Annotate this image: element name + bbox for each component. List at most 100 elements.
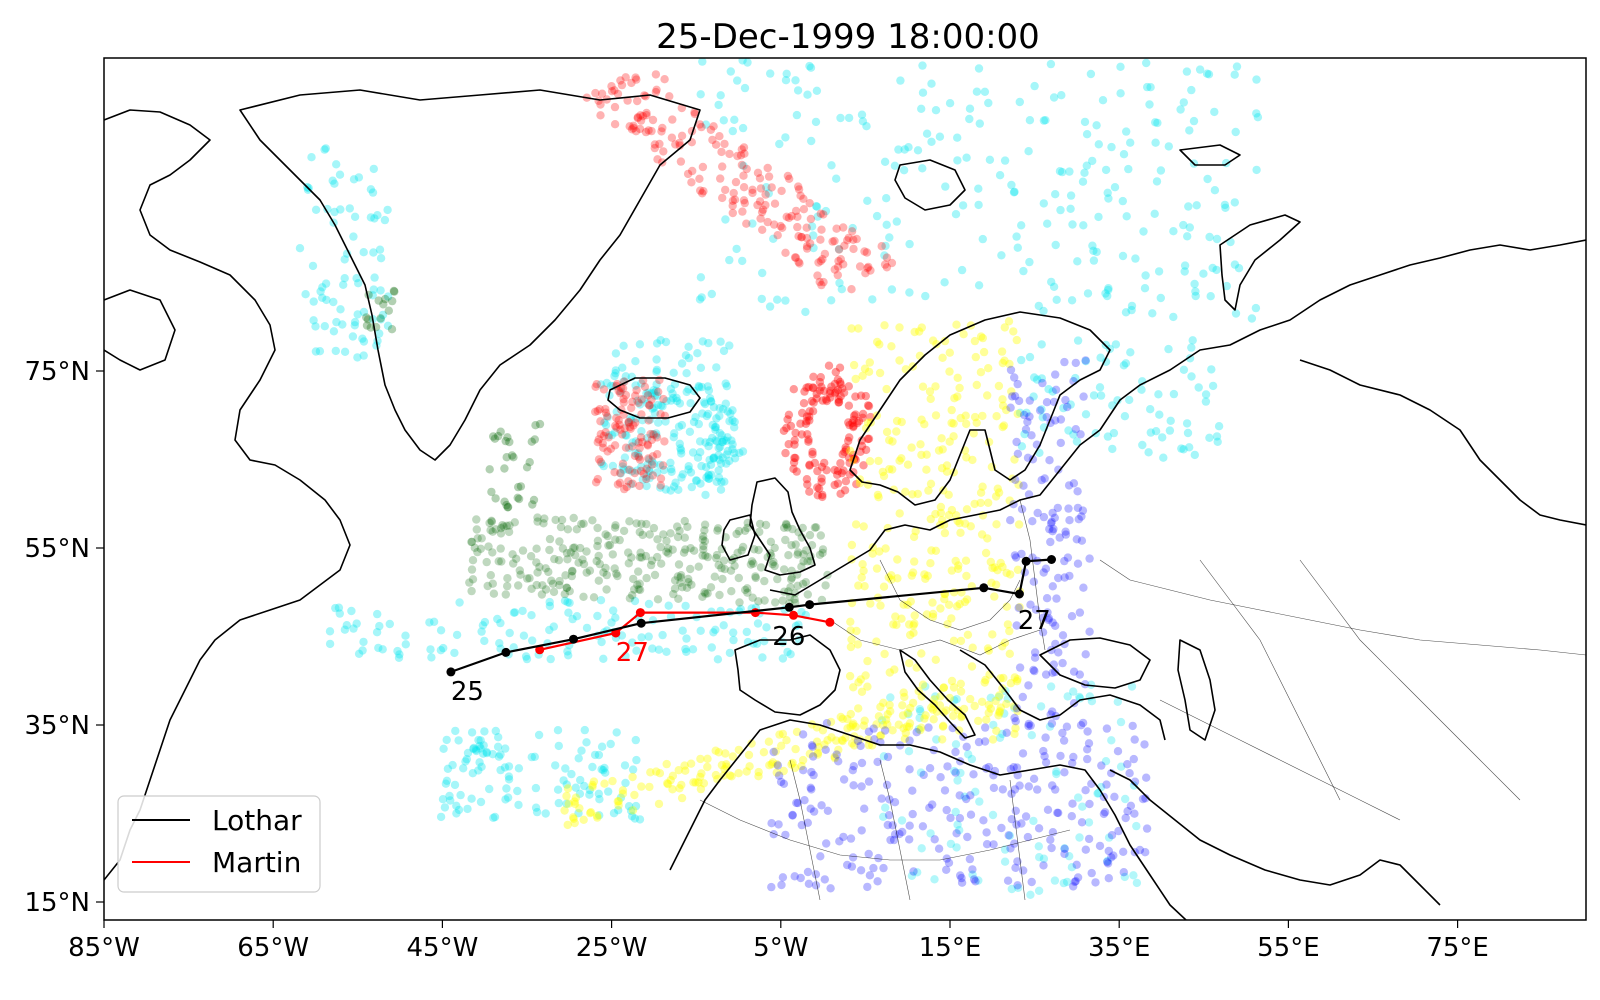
trajectory-point [803,590,812,599]
trajectory-point [994,381,1004,391]
trajectory-point [932,340,941,349]
trajectory-point [626,479,636,489]
trajectory-point [325,627,335,636]
trajectory-point [440,803,450,812]
trajectory-point [663,779,672,788]
trajectory-point [737,145,746,154]
trajectory-point [824,361,834,370]
coast-ireland [721,514,756,561]
trajectory-point [652,386,661,396]
trajectory-point [1069,687,1078,696]
trajectory-point [711,770,721,780]
trajectory-point [1082,130,1092,139]
trajectory-point [826,386,835,395]
trajectory-point [570,543,579,552]
trajectory-point [953,820,962,829]
trajectory-point [596,430,605,439]
trajectory-point [366,185,376,194]
trajectory-point [905,821,914,830]
trajectory-point [945,348,954,357]
trajectory-point [756,184,766,193]
trajectory-point [991,580,1001,589]
trajectory-point [812,202,821,211]
trajectory-point [707,643,716,652]
trajectory-point [1027,431,1036,440]
trajectory-point [984,98,993,108]
trajectory-point [936,773,945,782]
trajectory-point [1067,612,1077,621]
trajectory-point [836,380,845,389]
trajectory-point [725,417,734,426]
trajectory-point [1121,813,1130,823]
trajectory-point [732,244,741,254]
trajectory-point [1096,353,1105,362]
trajectory-point [518,546,528,555]
trajectory-point [601,428,610,437]
trajectory-point [935,132,945,141]
trajectory-point [877,716,887,725]
trajectory-point [962,794,971,804]
trajectory-point [335,170,345,179]
trajectory-point [1042,398,1052,407]
x-axis: 85°W 65°W 45°W 25°W 5°W 15°E 35°E 55°E 75°E [68,920,1489,963]
trajectory-point [722,450,731,459]
trajectory-point [560,596,570,605]
trajectory-point [894,720,903,729]
trajectory-point [991,492,1001,501]
trajectory-point [816,531,825,540]
trajectory-point [876,702,885,712]
trajectory-point [366,213,376,222]
trajectory-point [1023,417,1032,426]
trajectory-point [641,127,651,137]
trajectory-point [597,459,607,468]
trajectory-point [571,793,581,802]
trajectory-point [704,474,713,483]
trajectory-point [1063,402,1072,412]
trajectory-point [770,220,779,229]
trajectory-point [755,174,765,183]
trajectory-point [1179,365,1189,374]
trajectory-point [995,733,1005,742]
trajectory-point [611,369,620,378]
trajectory-point [778,873,788,882]
trajectory-point [1033,785,1042,794]
trajectory-point [502,784,511,793]
trajectory-point [1081,357,1091,366]
trajectory-point [947,405,956,415]
trajectory-point [1034,886,1044,895]
trajectory-point [427,653,436,662]
trajectory-point [868,549,877,558]
trajectory-point [881,803,890,812]
trajectory-point [646,429,655,439]
trajectory-point [797,607,806,617]
trajectory-point [502,500,511,510]
trajectory-point [1120,412,1130,421]
trajectory-point [1116,717,1126,727]
trajectory-point [563,820,572,830]
trajectory-point [649,386,658,395]
trajectory-point [670,584,680,593]
trajectory-point [1054,465,1063,474]
trajectory-point [505,521,514,530]
trajectory-point [1029,665,1038,675]
trajectory-point [649,388,658,398]
trajectory-point [645,401,654,410]
trajectory-point [681,351,691,360]
trajectory-point [767,882,776,892]
trajectory-point [499,522,508,531]
trajectory-point [986,557,995,567]
trajectory-point [334,603,344,612]
trajectory-point [595,559,604,569]
trajectory-point [636,433,646,442]
trajectory-point [378,310,388,320]
trajectory-point [792,467,801,476]
trajectory-point [1044,385,1053,394]
trajectory-point [953,564,963,574]
trajectory-point [1097,761,1106,770]
trajectory-point [976,488,986,497]
trajectory-point [1049,93,1059,102]
trajectory-point [614,801,623,810]
trajectory-point [1014,883,1023,892]
trajectory-point [968,643,977,652]
trajectory-point [588,762,597,772]
